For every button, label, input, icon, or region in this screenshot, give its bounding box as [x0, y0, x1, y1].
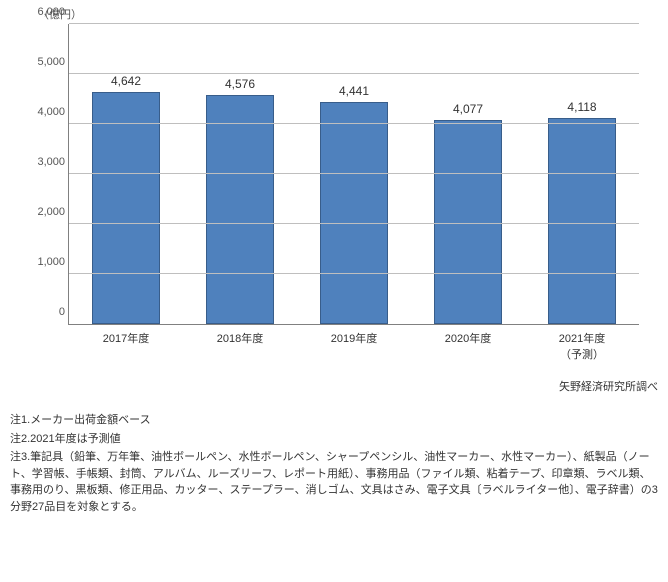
bar-slot: 4,1182021年度（予測）	[525, 24, 639, 324]
y-tick-label: 5,000	[15, 56, 69, 68]
y-tick-label: 1,000	[15, 256, 69, 268]
y-tick-label: 4,000	[15, 106, 69, 118]
x-tick-label: 2018年度	[217, 330, 263, 346]
x-tick-label: 2017年度	[103, 330, 149, 346]
bar-value-label: 4,576	[225, 77, 255, 91]
bar	[320, 102, 388, 324]
x-tick-label: 2019年度	[331, 330, 377, 346]
bar-value-label: 4,077	[453, 102, 483, 116]
footnote-line: 注3.筆記具（鉛筆、万年筆、油性ボールペン、水性ボールペン、シャープペンシル、油…	[10, 449, 658, 515]
x-tick-label: 2020年度	[445, 330, 491, 346]
source-label: 矢野経済研究所調べ	[559, 378, 658, 394]
bar-value-label: 4,441	[339, 84, 369, 98]
gridline	[69, 23, 639, 24]
x-tick-label: 2021年度（予測）	[559, 330, 605, 362]
gridline	[69, 223, 639, 224]
gridline	[69, 123, 639, 124]
bar-chart: （億円） 4,6422017年度4,5762018年度4,4412019年度4,…	[10, 4, 658, 374]
bar	[92, 92, 160, 324]
bar-slot: 4,0772020年度	[411, 24, 525, 324]
y-tick-label: 3,000	[15, 156, 69, 168]
footnote-line: 注1.メーカー出荷金額ベース	[10, 412, 658, 429]
y-tick-label: 6,000	[15, 6, 69, 18]
bar-slot: 4,6422017年度	[69, 24, 183, 324]
gridline	[69, 73, 639, 74]
bar	[548, 118, 616, 324]
bars-container: 4,6422017年度4,5762018年度4,4412019年度4,07720…	[69, 24, 639, 324]
bar-slot: 4,5762018年度	[183, 24, 297, 324]
gridline	[69, 273, 639, 274]
bar	[206, 95, 274, 324]
footnotes: 注1.メーカー出荷金額ベース注2.2021年度は予測値注3.筆記具（鉛筆、万年筆…	[10, 412, 658, 515]
bar-value-label: 4,642	[111, 74, 141, 88]
footnote-line: 注2.2021年度は予測値	[10, 431, 658, 448]
y-tick-label: 2,000	[15, 206, 69, 218]
y-tick-label: 0	[15, 306, 69, 318]
bar-slot: 4,4412019年度	[297, 24, 411, 324]
gridline	[69, 173, 639, 174]
plot-area: 4,6422017年度4,5762018年度4,4412019年度4,07720…	[68, 24, 639, 325]
bar-value-label: 4,118	[567, 100, 596, 114]
